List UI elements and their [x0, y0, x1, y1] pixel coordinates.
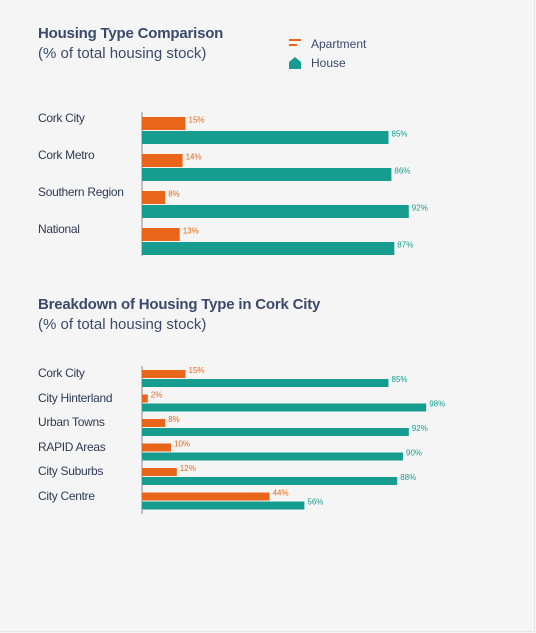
chart2-bar-house	[142, 452, 403, 461]
chart1-bar-apartment	[142, 154, 183, 167]
chart2-data-label-apartment: 2%	[151, 391, 163, 400]
chart1-data-label-apartment: 15%	[189, 116, 205, 125]
chart1-bar-house	[142, 168, 392, 181]
chart2-bar-apartment	[142, 419, 166, 427]
chart2-data-label-house: 98%	[429, 400, 445, 409]
chart2-data-label-house: 85%	[392, 375, 408, 384]
chart1-bar-apartment	[142, 191, 166, 204]
chart2-data-label-house: 88%	[400, 473, 416, 482]
chart1-category-label: Southern Region	[38, 185, 124, 199]
chart1-data-label-house: 87%	[397, 241, 413, 250]
chart1-data-label-house: 92%	[412, 204, 428, 213]
chart2-bar-house	[142, 403, 427, 412]
legend: Apartment House	[288, 34, 366, 72]
chart1-data-label-apartment: 13%	[183, 227, 199, 236]
chart1-category-label: Cork Metro	[38, 148, 95, 162]
chart2-data-label-apartment: 15%	[189, 366, 205, 375]
legend-item-house: House	[288, 53, 366, 72]
chart2-bar-apartment	[142, 492, 270, 501]
chart2-category-label: City Suburbs	[38, 464, 104, 478]
chart2-category-label: Urban Towns	[38, 415, 105, 429]
chart1-data-label-house: 85%	[392, 130, 408, 139]
chart2-category-label: Cork City	[38, 366, 85, 380]
chart1-bar-house	[142, 131, 389, 144]
chart2-bar-house	[142, 501, 305, 510]
chart2-bar-house	[142, 379, 389, 387]
chart2-data-label-apartment: 8%	[168, 415, 180, 424]
chart2-bar-apartment	[142, 443, 171, 452]
chart1-data-label-apartment: 14%	[186, 153, 202, 162]
chart1-bar-apartment	[142, 117, 186, 130]
chart2-category-label: RAPID Areas	[38, 439, 106, 454]
chart2-category-label: City Hinterland	[38, 390, 113, 405]
chart1-bar-apartment	[142, 228, 180, 241]
chart2-data-label-house: 90%	[406, 449, 422, 458]
chart2-subtitle: (% of total housing stock)	[38, 316, 207, 333]
house-icon	[289, 56, 301, 69]
chart2-bar-apartment	[142, 468, 177, 476]
chart2-bar-house	[142, 428, 409, 436]
chart1-title: Housing Type Comparison	[38, 25, 224, 42]
chart1-category-label: Cork City	[38, 111, 85, 125]
chart1-subtitle: (% of total housing stock)	[38, 45, 207, 62]
chart2-data-label-house: 56%	[307, 498, 323, 507]
legend-label-house: House	[311, 55, 346, 70]
chart2-data-label-apartment: 12%	[180, 464, 196, 473]
chart2-category-label: City Centre	[38, 488, 95, 503]
chart2-bar-house	[142, 477, 398, 485]
chart2-data-label-apartment: 10%	[174, 440, 190, 449]
apartment-icon	[289, 38, 301, 46]
chart1-bar-house	[142, 205, 409, 218]
chart1-category-label: National	[38, 222, 80, 236]
chart1-data-label-apartment: 8%	[168, 190, 180, 199]
chart1-bar-house	[142, 242, 395, 255]
chart2-data-label-apartment: 44%	[273, 489, 289, 498]
chart2-bar-apartment	[142, 370, 186, 378]
chart1-data-label-house: 86%	[394, 167, 410, 176]
chart2-data-label-house: 92%	[412, 424, 428, 433]
legend-label-apartment: Apartment	[311, 36, 367, 51]
chart2-bar-apartment	[142, 394, 148, 403]
chart2-title: Breakdown of Housing Type in Cork City	[38, 296, 321, 313]
legend-item-apartment: Apartment	[288, 34, 366, 53]
